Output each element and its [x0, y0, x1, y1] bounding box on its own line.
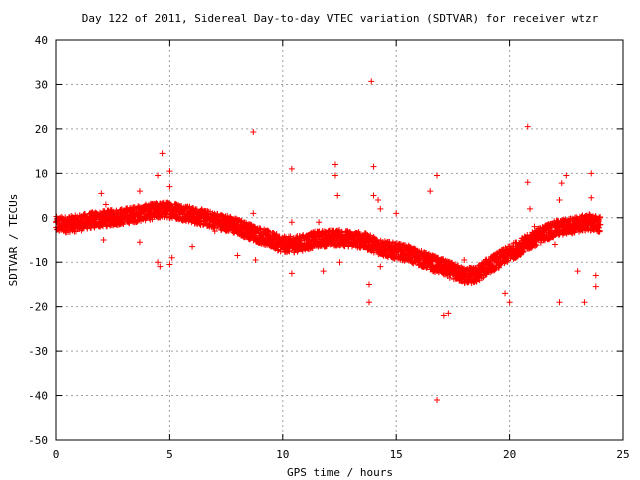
outlier-point	[375, 197, 382, 203]
outlier-point	[334, 192, 341, 199]
y-tick-label: -50	[28, 434, 48, 447]
y-tick-label: 20	[35, 123, 48, 136]
outlier-point	[592, 283, 599, 290]
outlier-point	[506, 299, 513, 306]
y-tick-label: 10	[35, 167, 48, 180]
outlier-point	[592, 272, 599, 279]
outlier-point	[563, 172, 570, 179]
outlier-point	[370, 192, 377, 199]
outlier-point	[393, 210, 400, 217]
outlier-point	[524, 123, 531, 130]
outlier-point	[331, 161, 338, 168]
outlier-point	[250, 129, 257, 135]
outlier-point	[288, 219, 295, 226]
outlier-point	[377, 263, 384, 270]
outlier-point	[288, 270, 295, 277]
outlier-point	[234, 252, 241, 259]
outlier-point	[136, 239, 143, 246]
outlier-point	[551, 241, 558, 248]
x-tick-label: 10	[276, 448, 289, 461]
outlier-point	[370, 163, 377, 170]
y-tick-label: -20	[28, 301, 48, 314]
outlier-point	[527, 205, 534, 212]
outlier-point	[427, 188, 434, 195]
data-point	[294, 248, 301, 255]
x-tick-label: 0	[53, 448, 60, 461]
outlier-point	[102, 201, 109, 208]
outlier-point	[377, 205, 384, 212]
outlier-point	[166, 183, 173, 190]
y-tick-label: -30	[28, 345, 48, 358]
outlier-point	[365, 281, 372, 288]
outlier-point	[365, 299, 372, 306]
outlier-point	[159, 150, 166, 157]
outlier-point	[502, 290, 509, 297]
outlier-point	[320, 268, 327, 275]
outlier-point	[588, 170, 595, 177]
outlier-point	[524, 179, 531, 186]
outlier-point	[250, 210, 257, 217]
outlier-point	[574, 268, 581, 275]
outlier-point	[98, 190, 105, 197]
x-tick-label: 15	[390, 448, 403, 461]
tick-label-layer: 0 5 10 15 20 25 40 30 20 10 0 -10 -20 -30 -40 -50	[28, 34, 630, 461]
y-tick-label: -40	[28, 390, 48, 403]
x-axis-label: GPS time / hours	[287, 466, 393, 479]
outlier-point	[558, 180, 565, 187]
outlier-point	[556, 197, 563, 203]
outlier-point	[556, 299, 563, 306]
outlier-point	[288, 165, 295, 172]
data-points	[53, 78, 604, 403]
y-tick-label: -10	[28, 256, 48, 269]
outlier-point	[336, 259, 343, 266]
x-tick-label: 20	[503, 448, 516, 461]
y-axis-label: SDTVAR / TECUs	[7, 194, 20, 287]
data-point	[286, 248, 293, 255]
x-tick-label: 25	[616, 448, 629, 461]
outlier-point	[316, 219, 323, 226]
outlier-point	[189, 243, 196, 250]
outlier-point	[588, 194, 595, 201]
chart-title: Day 122 of 2011, Sidereal Day-to-day VTE…	[82, 12, 599, 25]
outlier-point	[434, 172, 441, 179]
outlier-point	[155, 172, 162, 179]
data-point	[266, 228, 273, 235]
x-tick-label: 5	[166, 448, 173, 461]
outlier-point	[581, 299, 588, 306]
outlier-point	[434, 397, 441, 403]
outlier-point	[136, 188, 143, 195]
y-tick-label: 40	[35, 34, 48, 47]
y-tick-label: 0	[41, 212, 48, 225]
y-tick-label: 30	[35, 78, 48, 91]
outlier-point	[368, 78, 375, 85]
outlier-point	[100, 237, 107, 243]
data-point	[178, 202, 185, 209]
